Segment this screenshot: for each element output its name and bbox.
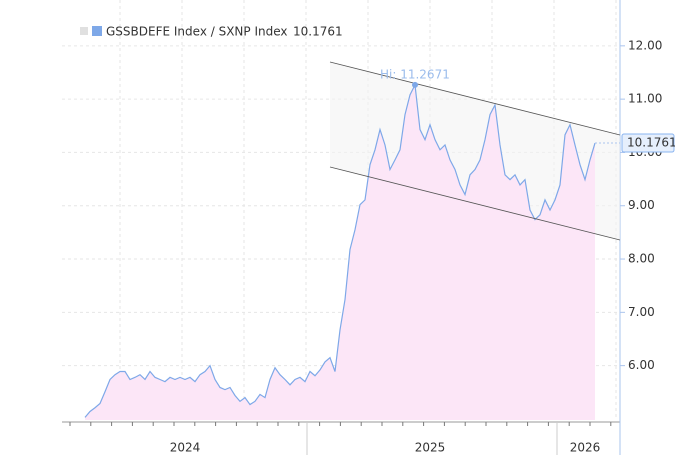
x-tick-label: 2026 <box>570 441 601 455</box>
legend-value: 10.1761 <box>293 25 343 39</box>
legend-label: GSSBDEFE Index / SXNP Index <box>106 25 288 39</box>
last-value: 10.1761 <box>627 136 675 150</box>
legend-handle <box>80 27 88 35</box>
channel-band <box>330 62 620 240</box>
annotation: Hi: 11.2671 <box>380 67 450 81</box>
channel-lower <box>329 166 621 241</box>
y-tick-label: 9.00 <box>628 198 655 212</box>
line <box>84 82 596 418</box>
legend-swatch <box>92 26 102 36</box>
y-tick-label: 7.00 <box>628 305 655 319</box>
channel-upper <box>329 61 621 136</box>
y-tick-label: 8.00 <box>628 252 655 266</box>
y-tick-label: 12.00 <box>628 38 662 52</box>
area <box>85 84 595 421</box>
high-marker <box>412 81 418 88</box>
y-tick-label: 11.00 <box>628 92 662 106</box>
x-tick-label: 2024 <box>170 441 201 455</box>
y-tick-label: 6.00 <box>628 358 655 372</box>
x-tick-label: 2025 <box>415 441 446 455</box>
last-value-box <box>621 133 675 153</box>
plot <box>84 82 596 421</box>
